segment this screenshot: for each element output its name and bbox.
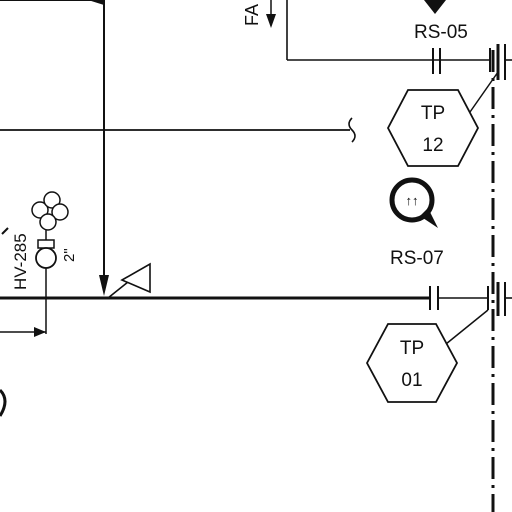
tp01-leader: [445, 309, 489, 345]
rs05-flange: [489, 44, 512, 80]
down-arrow-icon: [99, 275, 109, 296]
tp12-tag: TP 12: [386, 89, 480, 167]
rs05-arrow-icon: [424, 0, 446, 14]
top-left-line: [0, 0, 104, 5]
tp01-line2: 01: [401, 370, 422, 391]
rs05-label: RS-05: [414, 22, 468, 43]
tp01-line1: TP: [400, 338, 424, 359]
tp12-line2: 12: [422, 135, 443, 156]
left-edge-fragment: [0, 388, 7, 417]
hv285-valve: [31, 191, 69, 334]
hv285-label: HV-285: [11, 233, 30, 290]
triangle-valve-icon: [107, 262, 151, 299]
lower-left-arrow-icon: [34, 327, 46, 337]
fa-label: FA: [242, 4, 262, 26]
line-break-icon: [348, 117, 356, 143]
rs07-flange: [487, 282, 512, 316]
left-edge-tick: [1, 227, 9, 235]
rs07-label: RS-07: [390, 248, 444, 269]
fa-arrow-icon: [266, 14, 276, 28]
tp12-line1: TP: [421, 103, 445, 124]
hv285-size: 2": [61, 248, 78, 262]
valve-marker: ↑↑: [389, 177, 438, 228]
tp01-tag: TP 01: [365, 323, 459, 403]
valve-marker-symbol: ↑↑: [406, 193, 419, 208]
